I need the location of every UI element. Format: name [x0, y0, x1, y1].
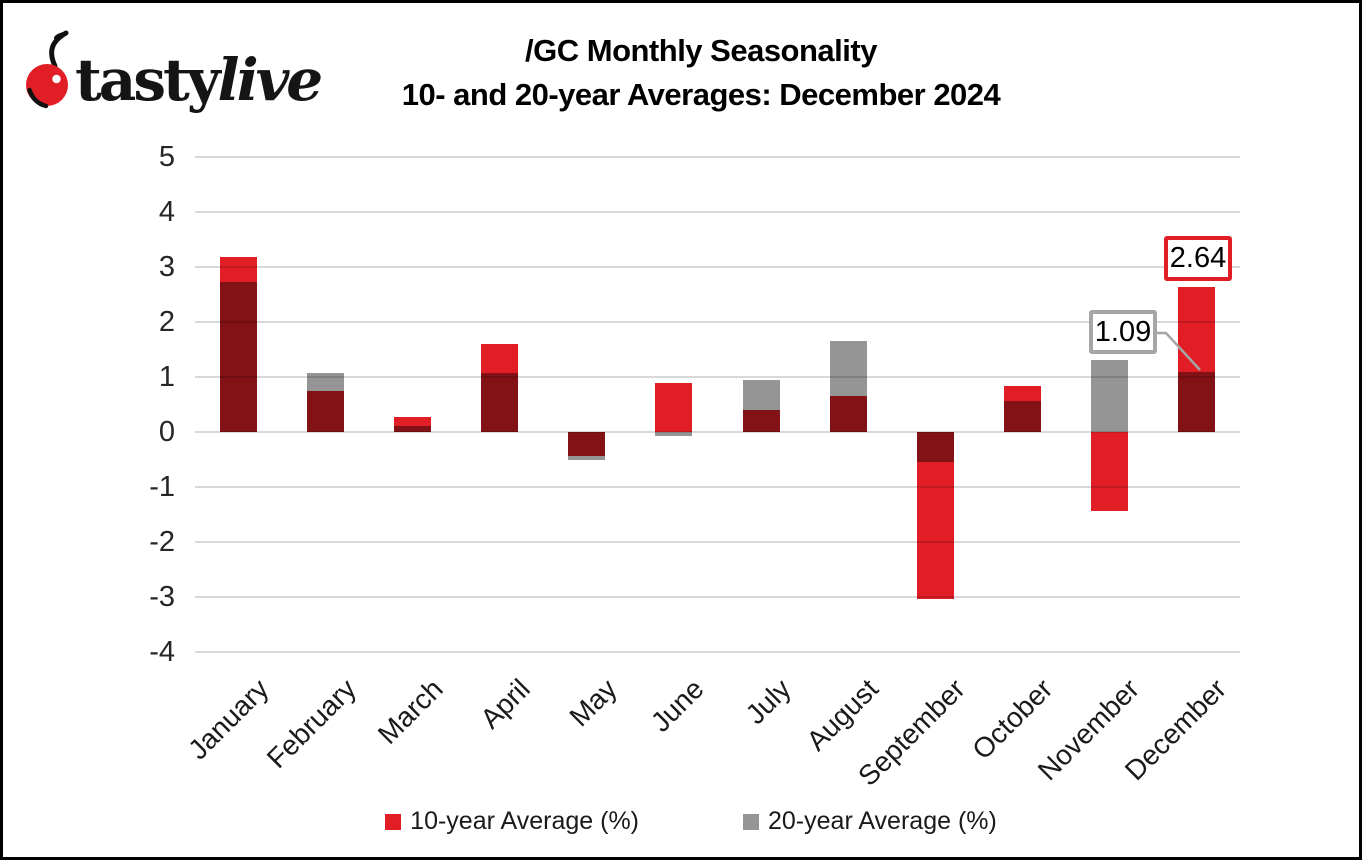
bar-august-10yr: [829, 395, 867, 432]
plot-area: 5 4 3 2 1 0 -1 -2 -3 -4 January February March April M…: [3, 3, 1359, 857]
bar-july-10yr: [742, 410, 780, 432]
bar-june-10yr: [655, 383, 693, 432]
y-axis-label-4: 4: [158, 196, 175, 228]
gridline-1: [195, 376, 1240, 378]
chart-title: /GC Monthly Seasonality 10- and 20-year …: [3, 29, 1359, 117]
bar-january-10yr: [220, 257, 258, 432]
bar-november-10yr: [1090, 432, 1128, 512]
legend-swatch-gray: [743, 813, 759, 830]
gridline-3: [195, 266, 1240, 268]
legend-label-20yr: 20-year Average (%): [768, 807, 997, 835]
bar-december-10yr: [1177, 286, 1215, 432]
bar-march-10yr: [394, 417, 432, 432]
y-axis-label--2: -2: [149, 526, 175, 558]
x-axis-label-may: May: [563, 673, 623, 733]
legend-item-20yr: 20-year Average (%): [743, 807, 997, 836]
y-axis-label--4: -4: [149, 636, 175, 668]
y-axis-label-1: 1: [158, 361, 175, 393]
gridline-0: [195, 431, 1240, 433]
callout-1.09: 1.09: [1089, 310, 1157, 354]
y-axis-label--1: -1: [149, 471, 175, 503]
legend-item-10yr: 10-year Average (%): [385, 807, 639, 836]
brand-tasty: tasty: [75, 46, 221, 114]
gridline--3: [195, 596, 1240, 598]
y-axis-label-5: 5: [158, 141, 175, 173]
gridline-4: [195, 211, 1240, 213]
x-axis-label-july: July: [739, 673, 797, 731]
y-axis-label-3: 3: [158, 251, 175, 283]
legend-label-10yr: 10-year Average (%): [410, 807, 639, 835]
chart-title-line1: /GC Monthly Seasonality: [525, 33, 877, 68]
chart-title-line2: 10- and 20-year Averages: December 2024: [401, 77, 1001, 112]
y-axis-label-0: 0: [158, 416, 175, 448]
gridline-5: [195, 156, 1240, 158]
brand-live: live: [217, 46, 324, 114]
gridline-2: [195, 321, 1240, 323]
legend: 10-year Average (%) 20-year Average (%): [3, 807, 1359, 836]
bar-april-10yr: [481, 344, 519, 432]
brand-wordmark: tastylive: [75, 51, 323, 109]
bar-october-10yr: [1003, 386, 1041, 432]
x-axis-label-february: February: [260, 673, 362, 775]
x-axis-label-june: June: [645, 673, 710, 738]
gridline--4: [195, 651, 1240, 653]
x-axis-label-march: March: [371, 673, 449, 750]
cherry-icon: [26, 30, 69, 109]
y-axis-label--3: -3: [149, 581, 175, 613]
bar-may-10yr: [568, 432, 606, 456]
bar-september-10yr: [916, 432, 954, 599]
legend-swatch-red: [385, 813, 402, 830]
gridline--1: [195, 486, 1240, 488]
tastylive-logo: tastylive: [25, 29, 323, 109]
bar-june-20yr: [655, 432, 693, 437]
y-axis-label-2: 2: [158, 306, 175, 338]
bar-february-10yr: [307, 391, 345, 432]
x-axis-label-august: August: [800, 673, 885, 757]
bar-november-20yr: [1090, 359, 1128, 432]
gridline--2: [195, 541, 1240, 543]
callout-2.64: 2.64: [1164, 236, 1232, 281]
x-axis-label-april: April: [474, 673, 536, 735]
